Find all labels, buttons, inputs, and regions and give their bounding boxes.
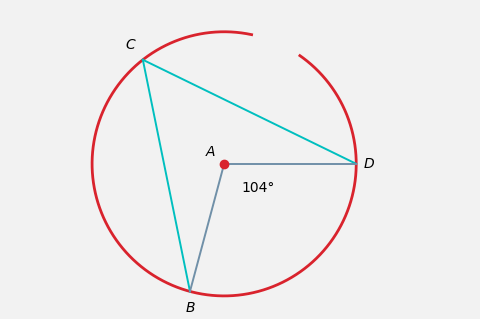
Text: 104°: 104°	[241, 181, 275, 195]
Text: D: D	[364, 157, 374, 171]
Text: B: B	[185, 300, 195, 315]
Text: A: A	[205, 145, 215, 159]
Text: C: C	[126, 38, 135, 52]
